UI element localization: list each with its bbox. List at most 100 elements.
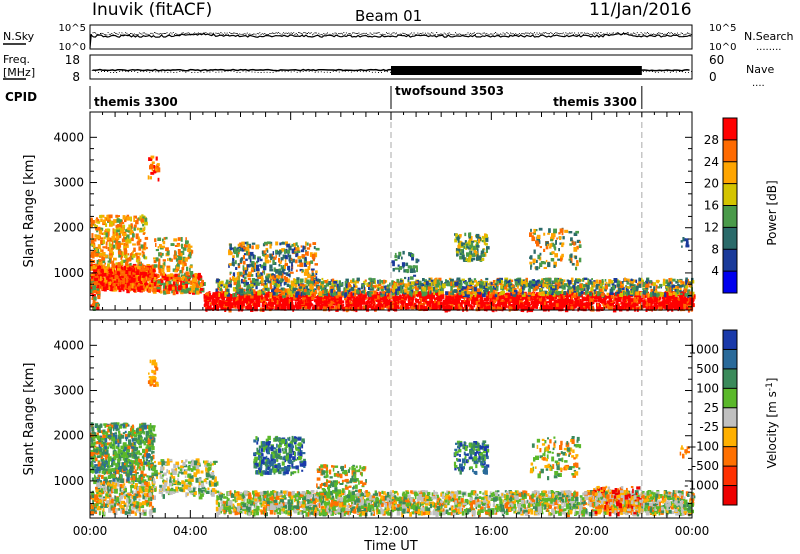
scatter-cell — [104, 270, 108, 273]
scatter-cell — [117, 245, 121, 250]
scatter-cell — [545, 291, 547, 294]
scatter-cell — [122, 280, 125, 284]
scatter-cell — [446, 305, 450, 309]
scatter-cell — [145, 288, 147, 291]
scatter-cell — [107, 263, 110, 267]
scatter-cell — [668, 304, 671, 309]
scatter-cell — [381, 304, 383, 308]
scatter-cell — [100, 248, 102, 252]
scatter-cell — [124, 237, 126, 239]
scatter-cell — [184, 245, 188, 248]
noise-left-label: N.Sky — [3, 30, 35, 43]
scatter-cell — [173, 281, 176, 285]
scatter-cell — [115, 215, 118, 218]
scatter-cell — [100, 269, 103, 273]
scatter-cell — [680, 293, 683, 295]
scatter-cell — [183, 247, 187, 251]
scatter-cell — [192, 279, 194, 282]
scatter-cell — [162, 253, 164, 256]
scatter-cell — [138, 276, 141, 281]
scatter-cell — [144, 227, 146, 230]
scatter-cell — [250, 305, 253, 310]
scatter-cell — [358, 294, 360, 296]
scatter-cell — [101, 257, 105, 261]
scatter-cell — [650, 286, 652, 288]
scatter-cell — [103, 287, 107, 291]
scatter-cell — [189, 268, 191, 272]
scatter-cell — [485, 289, 488, 292]
scatter-cell — [437, 296, 440, 299]
scatter-cell — [381, 286, 384, 289]
scatter-cell — [556, 303, 559, 307]
scatter-cell — [450, 293, 452, 295]
scatter-cell — [675, 304, 679, 306]
scatter-cell — [109, 244, 112, 247]
scatter-cell — [204, 304, 206, 307]
scatter-cell — [602, 279, 604, 283]
scatter-cell — [623, 297, 627, 300]
scatter-cell — [121, 284, 125, 287]
scatter-cell — [314, 283, 316, 286]
scatter-cell — [472, 306, 474, 309]
scatter-cell — [610, 303, 614, 306]
scatter-cell — [615, 298, 619, 301]
scatter-cell — [505, 295, 508, 298]
scatter-cell — [654, 304, 656, 306]
scatter-cell — [544, 302, 546, 306]
scatter-cell — [429, 305, 432, 307]
scatter-cell — [109, 259, 111, 262]
scatter-cell — [173, 291, 176, 296]
scatter-cell — [562, 285, 565, 289]
scatter-cell — [643, 295, 645, 298]
scatter-cell — [638, 299, 640, 302]
scatter-cell — [554, 300, 557, 303]
scatter-cell — [438, 301, 440, 304]
scatter-cell — [522, 290, 524, 294]
nave-right-tick-bottom: 0 — [709, 70, 717, 84]
scatter-cell — [585, 293, 588, 295]
scatter-cell — [105, 255, 108, 258]
scatter-cell — [143, 255, 145, 259]
scatter-cell — [106, 246, 108, 249]
scatter-cell — [165, 247, 169, 251]
scatter-cell — [689, 301, 692, 305]
scatter-cell — [136, 236, 139, 239]
scatter-cell — [525, 298, 527, 302]
scatter-cell — [143, 275, 146, 278]
scatter-cell — [462, 307, 464, 312]
scatter-cell — [681, 298, 683, 303]
scatter-cell — [584, 278, 588, 280]
scatter-cell — [275, 304, 277, 308]
scatter-cell — [187, 276, 189, 279]
scatter-cell — [130, 253, 132, 256]
scatter-cell — [563, 299, 567, 302]
scatter-cell — [363, 290, 365, 294]
scatter-cell — [461, 280, 463, 285]
scatter-cell — [143, 279, 146, 282]
scatter-cell — [112, 234, 116, 236]
scatter-cell — [583, 308, 585, 310]
scatter-cell — [402, 304, 404, 308]
scatter-cell — [522, 297, 524, 300]
scatter-cell — [360, 306, 362, 310]
scatter-cell — [282, 299, 284, 303]
scatter-cell — [330, 301, 332, 305]
scatter-cell — [405, 283, 408, 288]
scatter-cell — [125, 262, 128, 266]
scatter-cell — [416, 299, 419, 303]
scatter-cell — [125, 284, 127, 289]
noise-left-tick-top: 10^5 — [59, 23, 86, 34]
scatter-cell — [300, 279, 304, 283]
scatter-cell — [181, 237, 183, 242]
scatter-cell — [126, 217, 130, 221]
scatter-cell — [254, 305, 256, 310]
scatter-cell — [154, 282, 156, 286]
scatter-cell — [208, 297, 210, 299]
scatter-cell — [580, 301, 584, 305]
scatter-cell — [497, 303, 499, 307]
scatter-cell — [107, 237, 110, 240]
scatter-cell — [314, 299, 317, 302]
scatter-cell — [547, 301, 550, 303]
power-scatter — [90, 156, 696, 313]
scatter-cell — [263, 301, 265, 303]
